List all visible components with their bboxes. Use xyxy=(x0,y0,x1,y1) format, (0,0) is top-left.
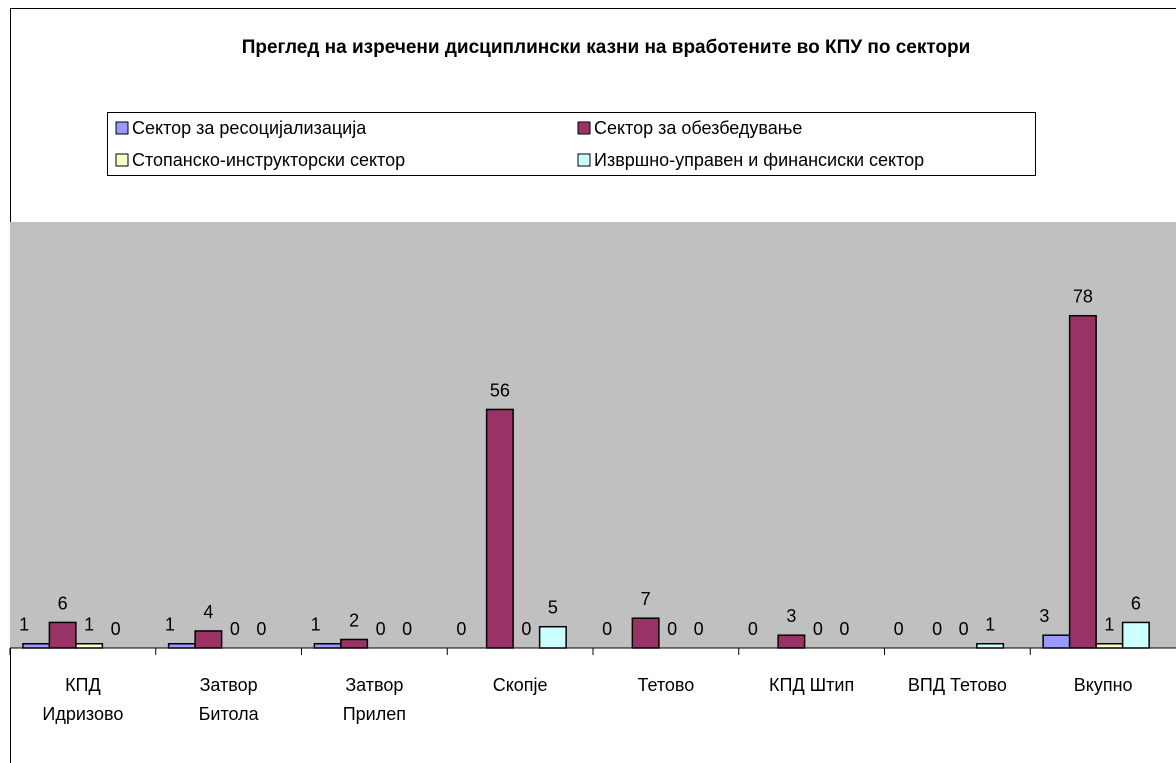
plot-area xyxy=(10,222,1176,648)
legend-box xyxy=(107,112,1036,176)
bar xyxy=(485,408,514,649)
value-label: 0 xyxy=(894,619,904,639)
value-label: 0 xyxy=(456,619,466,639)
value-label: 0 xyxy=(932,619,942,639)
value-label: 0 xyxy=(813,619,823,639)
legend-label: Сектор за ресоцијализација xyxy=(132,118,367,138)
bar xyxy=(48,621,77,649)
value-label: 0 xyxy=(521,619,531,639)
bar xyxy=(22,642,51,649)
value-label: 1 xyxy=(19,615,29,635)
x-tick-label: Тетово xyxy=(637,675,694,695)
value-label: 1 xyxy=(165,615,175,635)
value-label: 0 xyxy=(839,619,849,639)
x-tick-label: ВПД Тетово xyxy=(908,675,1007,695)
bar xyxy=(167,642,196,649)
value-label: 0 xyxy=(694,619,704,639)
bar xyxy=(194,630,223,649)
chart-title: Преглед на изречени дисциплински казни н… xyxy=(241,37,971,58)
bar xyxy=(1095,642,1124,649)
value-label: 1 xyxy=(84,615,94,635)
value-label: 6 xyxy=(1131,593,1141,613)
x-tick-label: КПД Штип xyxy=(769,675,854,695)
value-label: 78 xyxy=(1073,287,1093,307)
value-label: 0 xyxy=(376,619,386,639)
value-label: 0 xyxy=(667,619,677,639)
value-label: 0 xyxy=(111,619,121,639)
bar xyxy=(313,642,342,649)
value-label: 5 xyxy=(548,598,558,618)
value-label: 1 xyxy=(311,615,321,635)
legend-label: Стопанско-инструкторски сектор xyxy=(132,150,405,170)
value-label: 4 xyxy=(203,602,213,622)
value-label: 0 xyxy=(748,619,758,639)
legend-label: Сектор за обезбедување xyxy=(594,118,802,138)
x-tick-label: Затвор Битола xyxy=(199,675,260,724)
value-label: 0 xyxy=(959,619,969,639)
value-label: 0 xyxy=(402,619,412,639)
value-label: 3 xyxy=(1039,606,1049,626)
bar xyxy=(777,634,806,649)
bar xyxy=(1121,621,1150,649)
bar xyxy=(340,638,369,649)
value-label: 7 xyxy=(641,589,651,609)
legend-swatch xyxy=(115,153,129,167)
x-tick-label: Вкупно xyxy=(1074,675,1133,695)
value-label: 1 xyxy=(985,615,995,635)
legend-swatch xyxy=(577,153,591,167)
value-label: 1 xyxy=(1104,615,1114,635)
value-label: 0 xyxy=(256,619,266,639)
bar xyxy=(1068,314,1097,649)
bar xyxy=(538,625,567,649)
bar xyxy=(976,642,1005,649)
bar xyxy=(1042,634,1071,649)
bar xyxy=(75,642,104,649)
value-label: 6 xyxy=(58,593,68,613)
legend-swatch xyxy=(115,121,129,135)
value-label: 0 xyxy=(602,619,612,639)
x-tick-label: КПД Идризово xyxy=(42,675,123,724)
x-tick-label: Затвор Прилеп xyxy=(343,675,406,724)
value-label: 0 xyxy=(230,619,240,639)
legend-swatch xyxy=(577,121,591,135)
value-label: 3 xyxy=(786,606,796,626)
x-tick-label: Скопје xyxy=(493,675,548,695)
value-label: 2 xyxy=(349,610,359,630)
legend-label: Извршно-управен и финансиски сектор xyxy=(594,150,924,170)
bar xyxy=(631,617,660,649)
value-label: 56 xyxy=(490,380,510,400)
